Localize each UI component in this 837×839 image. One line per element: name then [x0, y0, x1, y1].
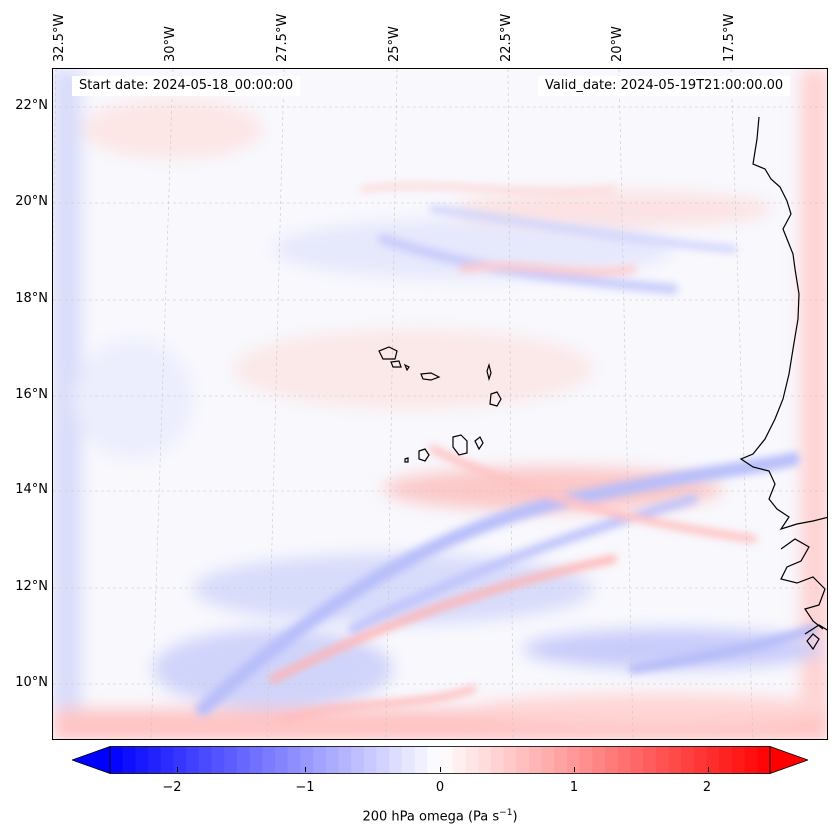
- colorbar-bin: [719, 746, 733, 774]
- lat-label-20n: 20°N: [15, 194, 48, 209]
- colorbar-bin: [655, 746, 670, 774]
- colorbar: [72, 746, 808, 774]
- colorbar-bin: [528, 746, 543, 774]
- colorbar-bin: [325, 746, 340, 774]
- colorbar-tick-label: 2: [702, 780, 712, 795]
- colorbar-extend-max: [769, 746, 808, 774]
- omega-bands: [196, 183, 818, 723]
- colorbar-bin: [744, 746, 758, 774]
- colorbar-bin: [617, 746, 631, 774]
- lon-label-32-5w: 32.5°W: [52, 13, 67, 62]
- colorbar-bin: [122, 746, 136, 774]
- lon-label-30w: 30°W: [163, 26, 178, 62]
- colorbar-bin: [541, 746, 555, 774]
- lon-label-17-5w: 17.5°W: [722, 13, 737, 62]
- colorbar-bin: [376, 746, 390, 774]
- colorbar-bin: [313, 746, 327, 774]
- valid-date-annotation: Valid_date: 2024-05-19T21:00:00.00: [538, 76, 791, 96]
- colorbar-bin: [605, 746, 619, 774]
- lat-label-22n: 22°N: [15, 98, 48, 113]
- colorbar-bin: [363, 746, 378, 774]
- lat-label-10n: 10°N: [15, 675, 48, 690]
- colorbar-outline: [109, 746, 771, 774]
- lat-label-18n: 18°N: [15, 291, 48, 306]
- colorbar-bin: [275, 746, 289, 774]
- colorbar-bin: [440, 746, 454, 774]
- colorbar-bin: [757, 746, 771, 774]
- colorbar-bin: [427, 746, 441, 774]
- colorbar-tick-label: −1: [295, 780, 315, 795]
- colorbar-bin: [516, 746, 530, 774]
- omega-anomaly-patches: [53, 69, 827, 739]
- colorbar-bin: [579, 746, 593, 774]
- colorbar-tickmark: [574, 767, 575, 772]
- colorbar-bin: [160, 746, 175, 774]
- colorbar-tickmark: [177, 767, 178, 772]
- colorbar-tick-label: 0: [435, 780, 445, 795]
- colorbar-bin: [630, 746, 644, 774]
- colorbar-bin: [300, 746, 314, 774]
- colorbar-bin: [338, 746, 352, 774]
- lat-label-12n: 12°N: [15, 579, 48, 594]
- colorbar-bin: [643, 746, 657, 774]
- lat-label-14n: 14°N: [15, 482, 48, 497]
- colorbar-bin: [478, 746, 492, 774]
- colorbar-bin: [389, 746, 403, 774]
- colorbar-bin: [592, 746, 606, 774]
- colorbar-label-close: ): [512, 809, 518, 825]
- colorbar-bin: [173, 746, 187, 774]
- lat-label-16n: 16°N: [15, 387, 48, 402]
- colorbar-bin: [148, 746, 162, 774]
- colorbar-bin: [135, 746, 149, 774]
- colorbar-tickmark: [440, 767, 441, 772]
- colorbar-tickmark: [305, 767, 306, 772]
- colorbar-tick-label: −2: [162, 780, 182, 795]
- start-date-annotation: Start date: 2024-05-18_00:00:00: [72, 76, 301, 96]
- colorbar-bin: [731, 746, 746, 774]
- colorbar-bin: [198, 746, 213, 774]
- colorbar-bin: [351, 746, 365, 774]
- colorbar-bin: [186, 746, 200, 774]
- colorbar-bin: [224, 746, 238, 774]
- africa-coast: [739, 116, 827, 531]
- colorbar-bins: [110, 746, 771, 774]
- coastline: [378, 116, 827, 651]
- colorbar-bin: [262, 746, 276, 774]
- lon-label-25w: 25°W: [387, 26, 402, 62]
- colorbar-tickmark: [708, 767, 709, 772]
- omega-field-map: [53, 69, 827, 739]
- colorbar-bin: [465, 746, 479, 774]
- colorbar-label-text: 200 hPa omega (Pa s: [362, 809, 500, 825]
- colorbar-bin: [452, 746, 466, 774]
- colorbar-bin: [554, 746, 568, 774]
- colorbar-bin: [490, 746, 505, 774]
- colorbar-bin: [110, 746, 124, 774]
- colorbar-bin: [668, 746, 682, 774]
- colorbar-label: 200 hPa omega (Pa s−1): [0, 808, 837, 824]
- colorbar-label-exponent: −1: [499, 808, 513, 818]
- colorbar-bin: [566, 746, 581, 774]
- colorbar-bin: [706, 746, 720, 774]
- colorbar-bin: [249, 746, 263, 774]
- map-frame: [52, 68, 828, 740]
- graticule: [53, 69, 827, 739]
- colorbar-bin: [236, 746, 251, 774]
- colorbar-tick-label: 1: [569, 780, 579, 795]
- colorbar-bin: [503, 746, 517, 774]
- lon-label-27-5w: 27.5°W: [275, 13, 290, 62]
- colorbar-extend-min: [72, 746, 111, 774]
- cape-verde-islands: [378, 346, 398, 360]
- colorbar-bin: [211, 746, 225, 774]
- colorbar-bin: [693, 746, 708, 774]
- colorbar-bin: [414, 746, 428, 774]
- colorbar-bin: [681, 746, 695, 774]
- colorbar-bin: [401, 746, 416, 774]
- colorbar-bin: [287, 746, 301, 774]
- lon-label-22-5w: 22.5°W: [499, 13, 514, 62]
- lon-label-20w: 20°W: [610, 26, 625, 62]
